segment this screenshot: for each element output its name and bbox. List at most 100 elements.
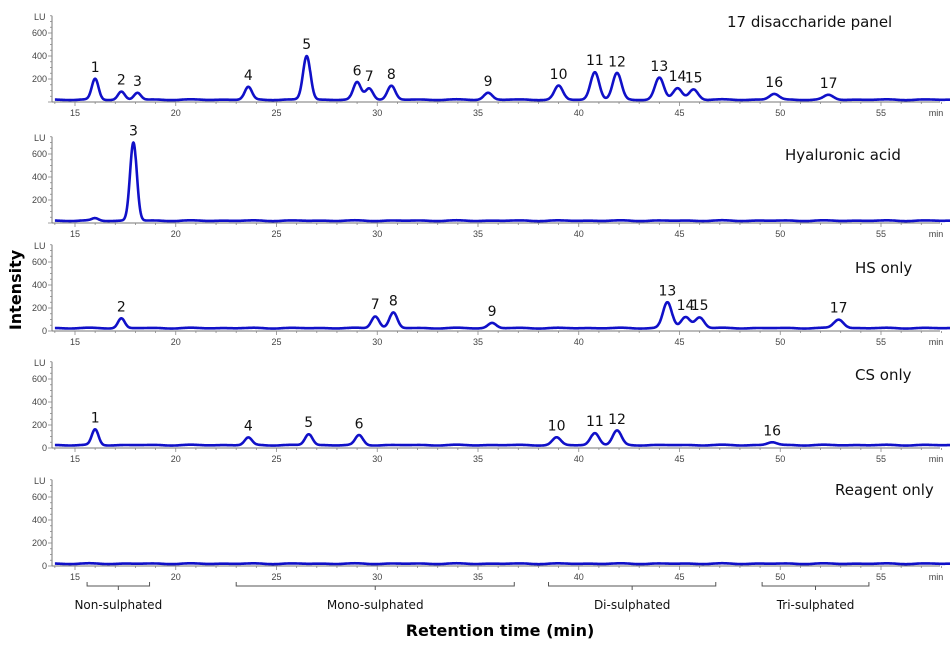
peak-label-10: 10 [550,67,568,83]
x-unit-label: min [929,454,944,464]
y-unit-label: LU [34,241,46,251]
x-tick-label: 25 [271,572,281,582]
peak-label-8: 8 [387,67,396,83]
x-tick-label: 50 [775,572,785,582]
group-label: Mono-sulphated [327,598,424,612]
x-tick-label: 20 [171,337,181,347]
x-unit-label: min [929,229,944,239]
x-tick-label: 35 [473,108,483,118]
y-tick-label: 200 [32,303,47,313]
peak-label-14: 14 [669,69,687,85]
x-tick-label: 15 [70,454,80,464]
peak-label-6: 6 [355,416,364,432]
x-tick-label: 25 [271,229,281,239]
x-tick-label: 25 [271,337,281,347]
x-tick-label: 40 [574,454,584,464]
peak-label-14: 14 [677,298,695,314]
group-bracket [548,582,717,590]
peak-label-5: 5 [304,415,313,431]
x-tick-label: 55 [876,454,886,464]
y-tick-label: 600 [32,149,47,159]
peak-label-11: 11 [586,414,604,430]
y-tick-label: 600 [32,257,47,267]
x-unit-label: min [929,572,944,582]
x-tick-label: 35 [473,229,483,239]
x-tick-label: 40 [574,229,584,239]
group-bracket [761,582,870,590]
y-tick-label: 0 [42,326,47,336]
x-axis-title: Retention time (min) [406,621,595,640]
x-tick-label: 35 [473,572,483,582]
peak-label-7: 7 [365,69,374,85]
peak-label-10: 10 [548,419,566,435]
panel-title: CS only [855,366,912,384]
x-tick-label: 30 [372,337,382,347]
x-tick-label: 20 [171,454,181,464]
x-tick-label: 40 [574,572,584,582]
y-tick-label: 400 [32,51,47,61]
x-tick-label: 45 [674,454,684,464]
group-label: Tri-sulphated [776,598,855,612]
peak-label-6: 6 [353,63,362,79]
x-tick-label: 55 [876,108,886,118]
y-axis-title: Intensity [6,249,25,330]
x-tick-label: 20 [171,572,181,582]
x-unit-label: min [929,337,944,347]
peak-label-13: 13 [650,59,668,75]
y-tick-label: 200 [32,74,47,84]
peak-label-17: 17 [820,76,838,92]
x-tick-label: 55 [876,572,886,582]
peak-label-4: 4 [244,68,253,84]
y-unit-label: LU [34,133,46,143]
peak-label-13: 13 [658,283,676,299]
x-tick-label: 50 [775,108,785,118]
x-tick-label: 45 [674,337,684,347]
group-label: Non-sulphated [74,598,162,612]
x-tick-label: 30 [372,108,382,118]
x-tick-label: 55 [876,229,886,239]
x-tick-label: 35 [473,454,483,464]
group-bracket [235,582,515,590]
y-tick-label: 400 [32,515,47,525]
x-tick-label: 30 [372,572,382,582]
peak-label-5: 5 [302,37,311,53]
peak-label-3: 3 [129,124,138,140]
peak-label-11: 11 [586,53,604,69]
panel-title: Reagent only [835,481,934,499]
peak-label-16: 16 [765,75,783,91]
x-tick-label: 25 [271,454,281,464]
x-tick-label: 45 [674,108,684,118]
y-tick-label: 600 [32,492,47,502]
y-tick-label: 200 [32,195,47,205]
x-tick-label: 50 [775,454,785,464]
x-tick-label: 30 [372,454,382,464]
chromatogram-trace [54,428,950,447]
x-tick-label: 35 [473,337,483,347]
panel-title: 17 disaccharide panel [727,13,892,31]
y-tick-label: 400 [32,397,47,407]
x-tick-label: 50 [775,229,785,239]
peak-label-16: 16 [763,423,781,439]
panel-title: HS only [855,259,912,277]
chromatogram-trace [54,300,950,330]
x-tick-label: 45 [674,229,684,239]
x-tick-label: 15 [70,572,80,582]
peak-label-1: 1 [91,60,100,76]
y-unit-label: LU [34,12,46,22]
chromatogram-trace [54,141,950,223]
peak-label-12: 12 [608,412,626,428]
y-tick-label: 600 [32,374,47,384]
peak-label-12: 12 [608,54,626,70]
y-tick-label: 400 [32,172,47,182]
y-tick-label: 200 [32,538,47,548]
y-tick-label: 600 [32,28,47,38]
y-unit-label: LU [34,358,46,368]
x-tick-label: 15 [70,337,80,347]
peak-label-17: 17 [830,301,848,317]
peak-label-7: 7 [371,297,380,313]
x-tick-label: 40 [574,337,584,347]
peak-label-4: 4 [244,419,253,435]
peak-label-15: 15 [691,298,709,314]
peak-label-2: 2 [117,73,126,89]
group-label: Di-sulphated [594,598,670,612]
